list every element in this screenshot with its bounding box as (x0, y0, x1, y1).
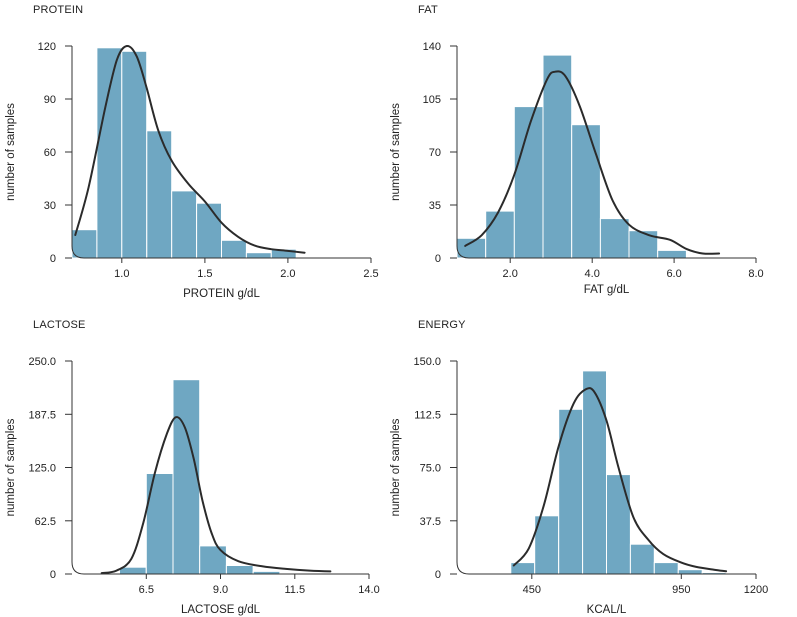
fat-bar (657, 249, 687, 259)
energy-bar (677, 569, 703, 575)
fat-bar (542, 54, 573, 259)
lactose-y-tick-label: 250.0 (28, 356, 56, 368)
lactose-bar (172, 379, 201, 575)
lactose-bar (225, 565, 254, 575)
energy-x-tick-label: 1200 (744, 584, 768, 596)
lactose-x-tick-label: 9.0 (213, 584, 228, 596)
fat-x-tick-label: 6.0 (666, 268, 681, 280)
protein-y-tick-label: 90 (44, 94, 56, 106)
lactose-x-tick-label: 6.5 (139, 584, 154, 596)
energy-title: ENERGY (418, 319, 466, 331)
lactose-bar (145, 473, 174, 575)
fat-density-curve (464, 70, 721, 255)
protein-bar (245, 252, 272, 259)
energy-y-tick-label: 112.5 (414, 409, 441, 421)
energy-y-tick-label: 150.0 (413, 356, 441, 368)
energy-x-axis-label: KCAL/L (587, 604, 627, 616)
energy-density-curve (512, 387, 728, 573)
lactose-y-axis-label: number of samples (5, 418, 17, 516)
protein-x-axis-label: PROTEIN g/dL (183, 288, 260, 300)
fat-y-tick-label: 70 (429, 147, 441, 159)
protein-y-tick-label: 60 (44, 147, 56, 159)
fat-bar (513, 106, 544, 259)
panel-lactose: LACTOSE 0 62.5 125.0 187.5 250.0 6.5 9.0 11.5 14.… (5, 319, 380, 616)
protein-x-tick-label: 1.0 (114, 268, 129, 280)
energy-bar (582, 370, 607, 575)
lactose-y-tick-label: 187.5 (28, 409, 56, 421)
lactose-y-tick-label: 125.0 (28, 463, 56, 475)
fat-bar (456, 237, 487, 259)
protein-x-tick-label: 1.5 (197, 268, 212, 280)
lactose-bar (199, 545, 227, 575)
protein-bar (196, 202, 223, 259)
lactose-title: LACTOSE (33, 319, 86, 331)
fat-x-axis-label: FAT g/dL (584, 284, 630, 296)
energy-x-tick-label: 450 (523, 584, 541, 596)
energy-y-axis-label: number of samples (390, 418, 402, 516)
protein-bar (146, 130, 173, 259)
protein-bar (96, 47, 123, 259)
protein-x-tick-label: 2.0 (280, 268, 295, 280)
protein-x-tick-label: 2.5 (363, 268, 378, 280)
protein-axis-frame (71, 46, 371, 259)
fat-bar (599, 218, 630, 259)
panel-fat: FAT 0 35 70 105 140 2.0 4.0 6.0 8.0 FAT g/dL number… (390, 4, 764, 296)
protein-y-tick-label: 120 (38, 41, 56, 53)
protein-y-tick-label: 0 (50, 253, 56, 265)
energy-bar (629, 543, 655, 575)
fat-y-axis-label: number of samples (390, 103, 402, 201)
energy-axis-frame (456, 361, 756, 575)
fat-x-tick-label: 4.0 (585, 268, 600, 280)
lactose-density-curve (100, 416, 332, 575)
panel-energy: ENERGY 0 37.5 75.0 112.5 150.0 450 950 1200 KCAL/… (390, 319, 768, 616)
lactose-x-tick-label: 11.5 (285, 584, 306, 596)
energy-x-tick-label: 950 (672, 584, 690, 596)
energy-y-tick-label: 37.5 (420, 516, 441, 528)
lactose-axis-frame (71, 361, 369, 575)
fat-x-tick-label: 2.0 (503, 268, 518, 280)
protein-y-tick-label: 30 (44, 200, 56, 212)
energy-y-tick-label: 0 (435, 569, 441, 581)
protein-y-axis-label: number of samples (5, 103, 17, 201)
fat-axis-frame (456, 46, 756, 259)
fat-bar (485, 210, 515, 259)
lactose-x-axis-label: LACTOSE g/dL (181, 604, 261, 616)
lactose-x-tick-label: 14.0 (358, 584, 379, 596)
protein-title: PROTEIN (33, 4, 83, 16)
lactose-y-tick-label: 0 (50, 569, 56, 581)
fat-y-tick-label: 35 (429, 200, 441, 212)
panel-protein: PROTEIN 0 30 60 90 120 1.0 1.5 2.0 2.5 PROTEIN g/d… (5, 4, 379, 300)
energy-bar (606, 474, 631, 575)
fat-bar (628, 230, 659, 259)
energy-y-tick-label: 75.0 (420, 463, 441, 475)
energy-bar (653, 562, 679, 575)
fat-x-tick-label: 8.0 (748, 268, 763, 280)
protein-density-curve (74, 44, 306, 254)
lactose-y-tick-label: 62.5 (35, 516, 56, 528)
protein-bar (221, 239, 247, 259)
protein-bar (171, 190, 198, 259)
fat-y-tick-label: 105 (423, 94, 441, 106)
fat-bar (571, 124, 601, 259)
fat-y-tick-label: 140 (423, 41, 441, 53)
fat-y-tick-label: 0 (435, 253, 441, 265)
protein-bar (121, 50, 148, 259)
fat-title: FAT (418, 4, 438, 16)
